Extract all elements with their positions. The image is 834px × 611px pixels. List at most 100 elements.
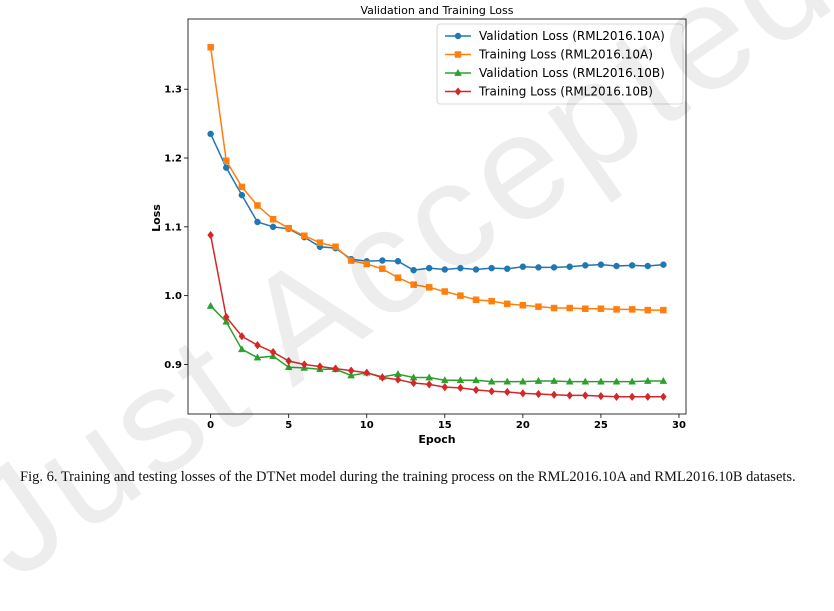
data-point-series-1 bbox=[644, 306, 652, 314]
data-point-series-0 bbox=[238, 191, 246, 199]
data-point-series-0 bbox=[441, 266, 449, 273]
figure-caption: Fig. 6. Training and testing losses of t… bbox=[20, 469, 796, 485]
data-point-series-2 bbox=[487, 377, 496, 385]
data-point-series-2 bbox=[425, 373, 434, 381]
data-point-series-3 bbox=[628, 392, 636, 401]
data-point-series-2 bbox=[565, 377, 574, 385]
data-point-series-3 bbox=[503, 387, 511, 397]
x-tick-label: 5 bbox=[285, 420, 292, 431]
data-point-series-0 bbox=[597, 261, 605, 268]
data-point-series-2 bbox=[440, 376, 449, 384]
series-line-2 bbox=[210, 305, 664, 383]
x-tick-label: 0 bbox=[207, 420, 214, 431]
data-point-series-1 bbox=[535, 303, 542, 310]
data-point-series-1 bbox=[316, 239, 324, 246]
data-point-series-2 bbox=[222, 317, 231, 325]
data-point-series-2 bbox=[472, 376, 480, 384]
data-point-series-1 bbox=[347, 257, 355, 264]
data-point-series-0 bbox=[394, 257, 402, 265]
legend-label: Training Loss (RML2016.10B) bbox=[478, 85, 653, 99]
data-point-series-1 bbox=[269, 216, 277, 223]
data-point-series-3 bbox=[379, 373, 386, 382]
data-point-series-1 bbox=[628, 306, 636, 313]
data-point-series-3 bbox=[207, 230, 214, 240]
data-point-series-1 bbox=[254, 202, 261, 209]
data-point-series-1 bbox=[504, 300, 511, 308]
data-point-series-2 bbox=[612, 377, 621, 385]
y-tick-label: 1.2 bbox=[164, 154, 182, 165]
data-point-series-3 bbox=[363, 368, 371, 377]
data-point-series-3 bbox=[300, 360, 308, 369]
data-point-series-0 bbox=[628, 262, 636, 269]
data-point-series-2 bbox=[659, 376, 668, 384]
data-point-series-2 bbox=[519, 377, 527, 385]
data-point-series-1 bbox=[285, 224, 292, 232]
data-point-series-0 bbox=[582, 262, 589, 269]
legend-label: Validation Loss (RML2016.10A) bbox=[479, 29, 665, 43]
data-point-series-0 bbox=[519, 263, 527, 270]
chart-title: Validation and Training Loss bbox=[360, 4, 513, 17]
data-point-series-3 bbox=[550, 390, 558, 399]
chart-legend: Validation Loss (RML2016.10A) Training Lo… bbox=[436, 23, 684, 105]
data-point-series-0 bbox=[457, 264, 464, 272]
data-point-series-1 bbox=[660, 306, 667, 314]
data-point-series-3 bbox=[644, 392, 652, 401]
data-point-series-2 bbox=[643, 376, 652, 384]
plot-frame bbox=[187, 18, 687, 415]
data-point-series-3 bbox=[535, 389, 542, 399]
y-tick-label: 1.3 bbox=[164, 85, 182, 96]
data-point-series-0 bbox=[379, 257, 386, 264]
data-point-series-3 bbox=[581, 391, 589, 400]
data-point-series-1 bbox=[222, 157, 230, 165]
data-point-series-0 bbox=[207, 130, 214, 138]
data-point-series-2 bbox=[456, 376, 465, 384]
data-point-series-3 bbox=[394, 375, 402, 384]
data-point-series-0 bbox=[566, 263, 573, 270]
data-point-series-1 bbox=[441, 288, 449, 295]
data-point-series-0 bbox=[613, 262, 620, 270]
data-point-series-2 bbox=[628, 377, 636, 385]
data-point-series-1 bbox=[550, 304, 558, 312]
data-point-series-1 bbox=[472, 296, 480, 304]
x-tick-label: 30 bbox=[672, 420, 686, 431]
legend-label: Training Loss (RML2016.10A) bbox=[478, 48, 653, 62]
data-point-series-3 bbox=[597, 391, 605, 401]
data-point-series-3 bbox=[472, 385, 480, 395]
series-line-0 bbox=[209, 133, 664, 271]
data-point-series-3 bbox=[347, 366, 355, 375]
legend-swatch-marker bbox=[454, 51, 462, 58]
data-point-series-0 bbox=[222, 164, 230, 171]
x-tick-label: 15 bbox=[438, 420, 452, 431]
data-point-series-3 bbox=[254, 340, 261, 350]
x-tick-label: 25 bbox=[594, 420, 608, 431]
data-point-series-1 bbox=[425, 284, 433, 291]
data-point-series-0 bbox=[504, 265, 511, 273]
data-point-series-0 bbox=[472, 266, 480, 273]
x-axis-label: Epoch bbox=[418, 433, 455, 446]
data-point-series-1 bbox=[488, 297, 495, 305]
legend-swatch-marker bbox=[454, 87, 462, 96]
data-point-series-3 bbox=[238, 332, 246, 341]
x-tick-label: 20 bbox=[516, 420, 530, 431]
data-point-series-2 bbox=[206, 301, 215, 309]
data-point-series-1 bbox=[566, 304, 573, 312]
data-point-series-0 bbox=[254, 218, 261, 226]
data-point-series-3 bbox=[222, 312, 230, 322]
data-point-series-0 bbox=[410, 266, 417, 274]
legend-swatch-marker bbox=[454, 32, 462, 40]
loss-chart: Validation and Training Loss 0 5 10 15 20 25 3… bbox=[150, 4, 687, 446]
y-axis-label: Loss bbox=[150, 204, 163, 232]
data-point-series-1 bbox=[207, 43, 214, 51]
data-point-series-3 bbox=[613, 392, 620, 401]
data-point-series-3 bbox=[441, 382, 449, 392]
data-point-series-1 bbox=[238, 183, 246, 191]
data-point-series-3 bbox=[660, 392, 667, 401]
data-point-series-3 bbox=[457, 383, 464, 393]
data-point-series-0 bbox=[660, 261, 667, 268]
data-point-series-3 bbox=[566, 391, 574, 400]
data-point-series-0 bbox=[550, 264, 558, 271]
data-point-series-1 bbox=[332, 243, 339, 251]
data-point-series-0 bbox=[644, 262, 652, 270]
data-point-series-1 bbox=[301, 232, 308, 240]
data-point-series-2 bbox=[550, 376, 558, 384]
